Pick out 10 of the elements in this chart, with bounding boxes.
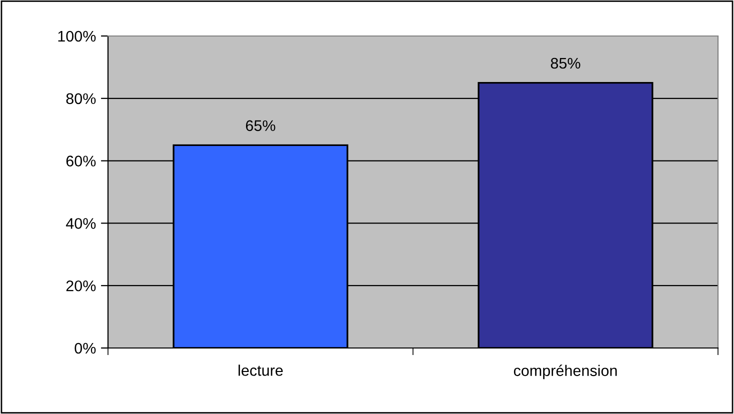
y-tick-label: 100% [58,30,96,42]
x-tick-label: compréhension [514,364,617,380]
y-tick-label: 0% [74,342,96,354]
y-tick-label: 60% [66,156,96,166]
y-tick-label: 20% [66,280,96,292]
data-label: 85% [550,58,580,69]
data-label: 65% [246,120,276,132]
y-tick-label: 40% [66,218,96,229]
x-tick-label: lecture [238,364,283,376]
y-tick-label: 80% [66,93,96,104]
